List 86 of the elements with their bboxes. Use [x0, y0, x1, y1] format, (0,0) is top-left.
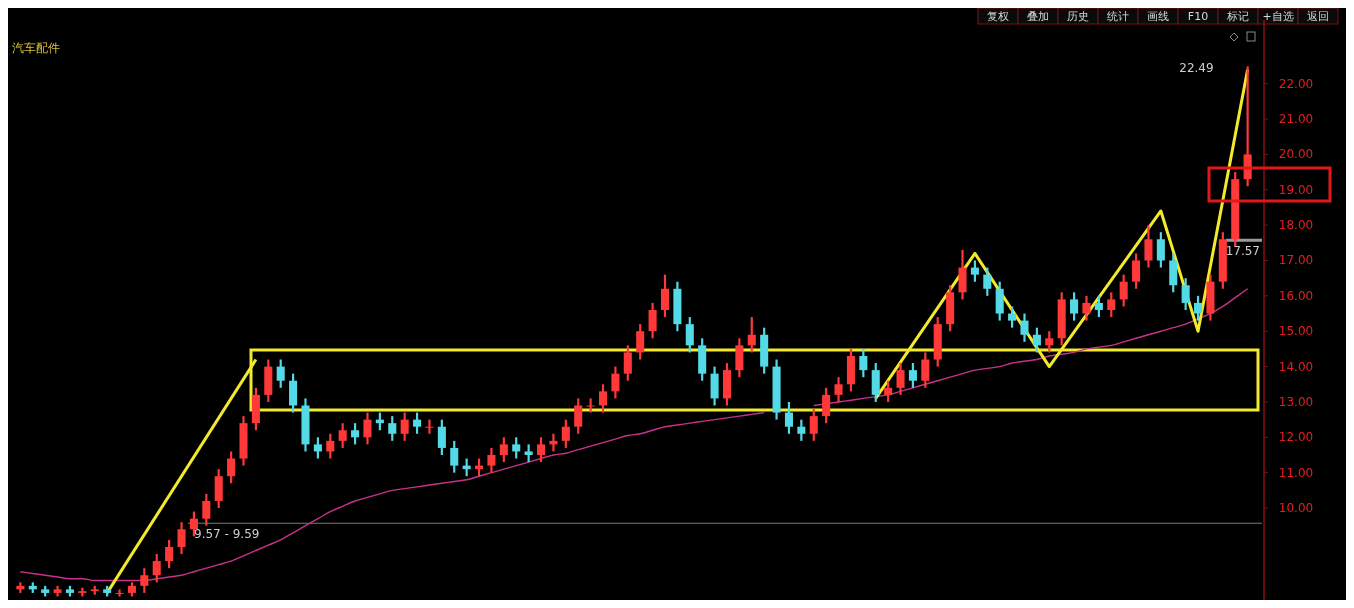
candlestick	[797, 418, 806, 442]
candlestick	[809, 407, 818, 442]
candlestick	[747, 315, 756, 354]
candlestick	[1144, 224, 1153, 269]
candlestick	[388, 415, 397, 442]
candlestick	[822, 386, 831, 425]
candlestick	[338, 422, 347, 450]
candlestick	[165, 538, 174, 570]
candlestick	[1070, 291, 1079, 322]
candlestick	[499, 436, 508, 464]
candlestick	[1094, 294, 1103, 319]
candlestick	[326, 432, 335, 460]
annotation: 复权	[987, 10, 1009, 23]
candlestick	[970, 259, 979, 283]
candlestick	[1082, 294, 1091, 322]
candlestick	[908, 361, 917, 389]
candlestick	[177, 521, 186, 556]
text: 返回	[1307, 10, 1329, 23]
candlestick	[1020, 312, 1029, 343]
candlestick	[487, 446, 496, 474]
candlestick	[1119, 273, 1128, 308]
candlestick	[227, 450, 236, 485]
y-tick-label: 11.00	[1278, 465, 1314, 480]
candlestick	[450, 439, 459, 474]
candlestick	[884, 379, 893, 404]
candlestick	[660, 273, 670, 319]
candlestick	[351, 422, 360, 446]
annotation: 22.49	[1179, 61, 1214, 76]
candlestick	[611, 365, 620, 400]
candlestick	[1008, 305, 1017, 329]
candlestick	[425, 418, 434, 435]
candlestick	[784, 400, 793, 435]
candlestick	[1156, 231, 1165, 269]
candlestick	[574, 397, 583, 435]
candlestick	[437, 418, 446, 457]
candlestick	[313, 436, 322, 460]
candlestick	[1032, 326, 1041, 354]
candlestick	[685, 315, 694, 354]
y-tick-label: 13.00	[1278, 394, 1314, 409]
candlestick	[1194, 294, 1203, 322]
candlestick	[983, 266, 992, 297]
y-tick-label: 14.00	[1278, 359, 1314, 374]
candlestick	[413, 411, 422, 435]
y-tick-label: 18.00	[1278, 218, 1314, 233]
annotation: 标记	[1226, 10, 1249, 23]
candlestick	[276, 358, 285, 389]
y-tick-label: 17.00	[1278, 253, 1314, 268]
candlestick	[636, 323, 645, 361]
candlestick	[140, 567, 149, 595]
annotation: 画线	[1147, 10, 1169, 23]
y-tick-label: 15.00	[1278, 324, 1314, 339]
candlestick	[598, 383, 608, 414]
annotation: F10	[1187, 10, 1209, 23]
candlestick	[1107, 291, 1116, 319]
annotation: 统计	[1107, 10, 1129, 23]
y-tick-label: 21.00	[1278, 112, 1314, 127]
candlestick	[1132, 252, 1141, 290]
y-tick-label: 20.00	[1278, 147, 1314, 162]
candlestick	[561, 418, 570, 450]
candlestick	[363, 411, 372, 446]
candlestick	[152, 552, 161, 584]
candlestick	[921, 351, 930, 389]
candlestick	[1181, 277, 1190, 312]
y-tick-label: 10.00	[1278, 501, 1314, 516]
candlestick	[623, 344, 632, 382]
ref-line-label: 9.57 - 9.59	[194, 527, 260, 542]
text: 汽车配件	[12, 41, 60, 55]
y-tick-label: 12.00	[1278, 430, 1314, 445]
candlestick	[115, 588, 124, 598]
annotation: 历史	[1067, 10, 1089, 23]
candlestick	[896, 361, 905, 396]
candlestick	[834, 376, 843, 404]
candlestick	[586, 397, 595, 414]
y-tick-label: 19.00	[1278, 182, 1314, 197]
ref-line-label: 17.57	[1225, 244, 1260, 259]
candlestick	[648, 301, 657, 340]
candlestick	[400, 411, 409, 442]
text: +自选	[1262, 10, 1294, 23]
candlestick	[1045, 330, 1054, 354]
candlestick	[512, 436, 521, 460]
y-tick-label: 16.00	[1278, 288, 1314, 303]
candlestick	[537, 436, 546, 464]
y-tick-label: 22.00	[1278, 76, 1314, 91]
candlestick	[859, 347, 868, 379]
candlestick	[202, 492, 211, 527]
annotation: 叠加	[1027, 10, 1049, 23]
